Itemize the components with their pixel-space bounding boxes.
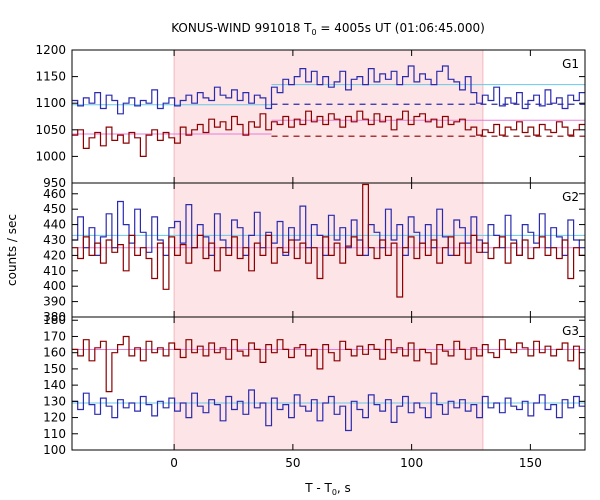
plot-area: 95010001050110011501200G1380390400410420… (35, 43, 586, 470)
y-tick-label: 180 (43, 313, 66, 327)
x-tick-label: 0 (170, 456, 178, 470)
x-axis-label-subscript: 0 (332, 488, 337, 497)
y-tick-label: 170 (43, 329, 66, 343)
y-tick-label: 400 (43, 279, 66, 293)
y-tick-label: 150 (43, 362, 66, 376)
y-tick-label: 130 (43, 394, 66, 408)
x-tick-label: 100 (400, 456, 423, 470)
highlight-interval (174, 317, 483, 450)
series-line-blue (72, 65, 585, 115)
y-tick-label: 430 (43, 233, 66, 247)
y-tick-label: 1150 (35, 70, 66, 84)
chart-title-subscript: 0 (311, 28, 316, 37)
y-tick-label: 420 (43, 248, 66, 262)
x-tick-label: 50 (285, 456, 300, 470)
y-tick-label: 1200 (35, 43, 66, 57)
y-tick-label: 1100 (35, 96, 66, 110)
y-tick-label: 1050 (35, 123, 66, 137)
x-tick-label: 150 (519, 456, 542, 470)
x-axis-label: T - T0, s (304, 481, 351, 497)
panel-label: G2 (562, 190, 579, 204)
panel-label: G3 (562, 324, 579, 338)
y-tick-label: 440 (43, 218, 66, 232)
y-tick-label: 160 (43, 346, 66, 360)
y-tick-label: 950 (43, 176, 66, 190)
chart-title-main: KONUS-WIND 991018 T (171, 21, 312, 35)
series-line-blue (72, 389, 585, 432)
series-line-red (72, 110, 585, 157)
y-tick-label: 120 (43, 411, 66, 425)
x-axis-label-main: T - T (304, 481, 332, 495)
panel-frame (71, 316, 586, 451)
y-tick-label: 450 (43, 202, 66, 216)
y-tick-label: 1000 (35, 149, 66, 163)
y-tick-label: 140 (43, 378, 66, 392)
y-tick-label: 110 (43, 427, 66, 441)
panel-label: G1 (562, 57, 579, 71)
y-axis-label: counts / sec (5, 214, 19, 286)
chart-title-rest: = 4005s UT (01:06:45.000) (317, 21, 485, 35)
y-tick-label: 460 (43, 187, 66, 201)
chart-title: KONUS-WIND 991018 T0 = 4005s UT (01:06:4… (171, 21, 485, 37)
y-tick-label: 100 (43, 443, 66, 457)
series-line-red (72, 335, 585, 393)
y-tick-label: 380 (43, 310, 66, 324)
series-line-red (72, 183, 585, 298)
y-tick-label: 410 (43, 264, 66, 278)
y-tick-label: 390 (43, 295, 66, 309)
x-axis-label-rest: , s (337, 481, 351, 495)
